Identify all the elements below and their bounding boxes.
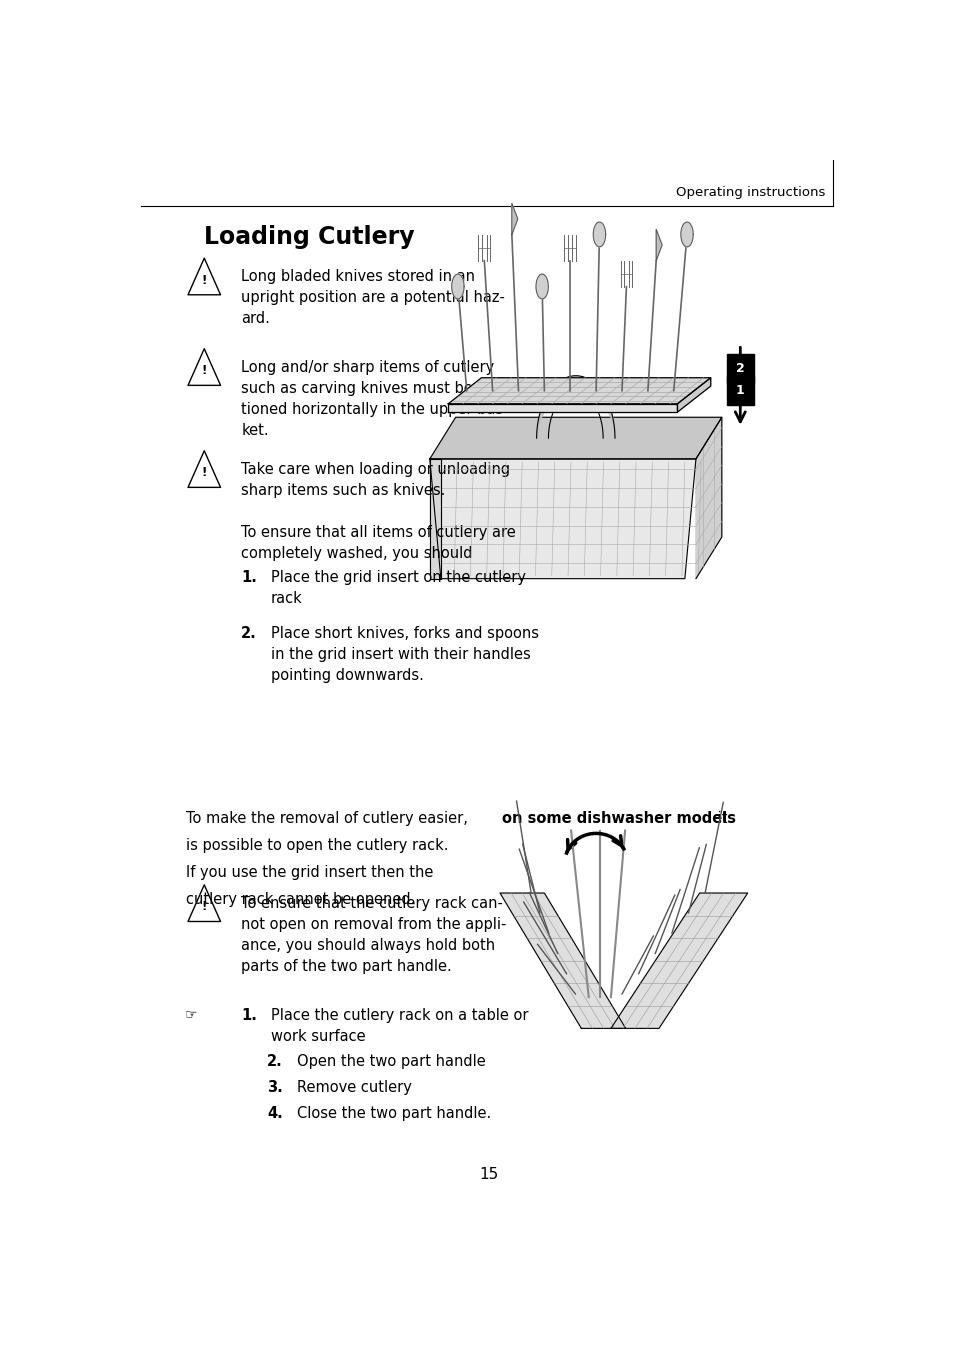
Text: Take care when loading or unloading
sharp items such as knives.: Take care when loading or unloading shar…: [241, 462, 510, 498]
Text: cutlery rack cannot be opened.: cutlery rack cannot be opened.: [186, 892, 415, 907]
Text: Long bladed knives stored in an
upright position are a potential haz-
ard.: Long bladed knives stored in an upright …: [241, 269, 504, 326]
Text: 1.: 1.: [241, 1007, 257, 1022]
Text: !: !: [201, 900, 207, 914]
Polygon shape: [680, 222, 693, 247]
Text: !: !: [201, 364, 207, 377]
Text: !: !: [201, 466, 207, 479]
Text: Long and/or sharp items of cutlery
such as carving knives must be posi-
tioned h: Long and/or sharp items of cutlery such …: [241, 360, 513, 438]
Polygon shape: [429, 418, 721, 458]
Polygon shape: [536, 274, 548, 299]
Text: To make the removal of cutlery easier,: To make the removal of cutlery easier,: [186, 811, 472, 826]
Text: 15: 15: [478, 1167, 498, 1182]
Text: 2.: 2.: [267, 1055, 283, 1069]
Polygon shape: [610, 894, 747, 1029]
Text: Place the cutlery rack on a table or
work surface: Place the cutlery rack on a table or wor…: [271, 1007, 528, 1044]
Text: Operating instructions: Operating instructions: [676, 185, 824, 199]
Polygon shape: [677, 377, 710, 412]
FancyBboxPatch shape: [726, 354, 753, 383]
Text: To ensure that all items of cutlery are
completely washed, you should: To ensure that all items of cutlery are …: [241, 525, 516, 561]
Text: 4.: 4.: [267, 1106, 283, 1121]
Text: Close the two part handle.: Close the two part handle.: [296, 1106, 491, 1121]
Text: 1.: 1.: [241, 571, 257, 585]
Text: Open the two part handle: Open the two part handle: [296, 1055, 485, 1069]
Text: To ensure that the cutlery rack can-
not open on removal from the appli-
ance, y: To ensure that the cutlery rack can- not…: [241, 896, 506, 975]
Polygon shape: [656, 230, 661, 261]
Text: 3.: 3.: [267, 1080, 283, 1095]
Text: !: !: [201, 273, 207, 287]
Polygon shape: [429, 458, 440, 579]
Polygon shape: [448, 377, 710, 404]
Text: Remove cutlery: Remove cutlery: [296, 1080, 411, 1095]
Text: Place short knives, forks and spoons
in the grid insert with their handles
point: Place short knives, forks and spoons in …: [271, 626, 538, 683]
Polygon shape: [593, 222, 605, 247]
Text: 2: 2: [735, 362, 744, 375]
Text: it: it: [712, 811, 727, 826]
Text: ☞: ☞: [184, 1007, 196, 1022]
Text: Loading Cutlery: Loading Cutlery: [204, 224, 415, 249]
Text: is possible to open the cutlery rack.: is possible to open the cutlery rack.: [186, 838, 448, 853]
Polygon shape: [452, 274, 463, 299]
Text: 1: 1: [735, 384, 744, 396]
Polygon shape: [448, 404, 677, 412]
Text: 2.: 2.: [241, 626, 256, 641]
Polygon shape: [512, 203, 517, 235]
Polygon shape: [695, 418, 721, 579]
Polygon shape: [429, 458, 695, 579]
Text: If you use the grid insert then the: If you use the grid insert then the: [186, 865, 433, 880]
Text: Place the grid insert on the cutlery
rack: Place the grid insert on the cutlery rac…: [271, 571, 525, 606]
Text: on some dishwasher models: on some dishwasher models: [501, 811, 736, 826]
Polygon shape: [499, 894, 625, 1029]
FancyBboxPatch shape: [726, 376, 753, 404]
